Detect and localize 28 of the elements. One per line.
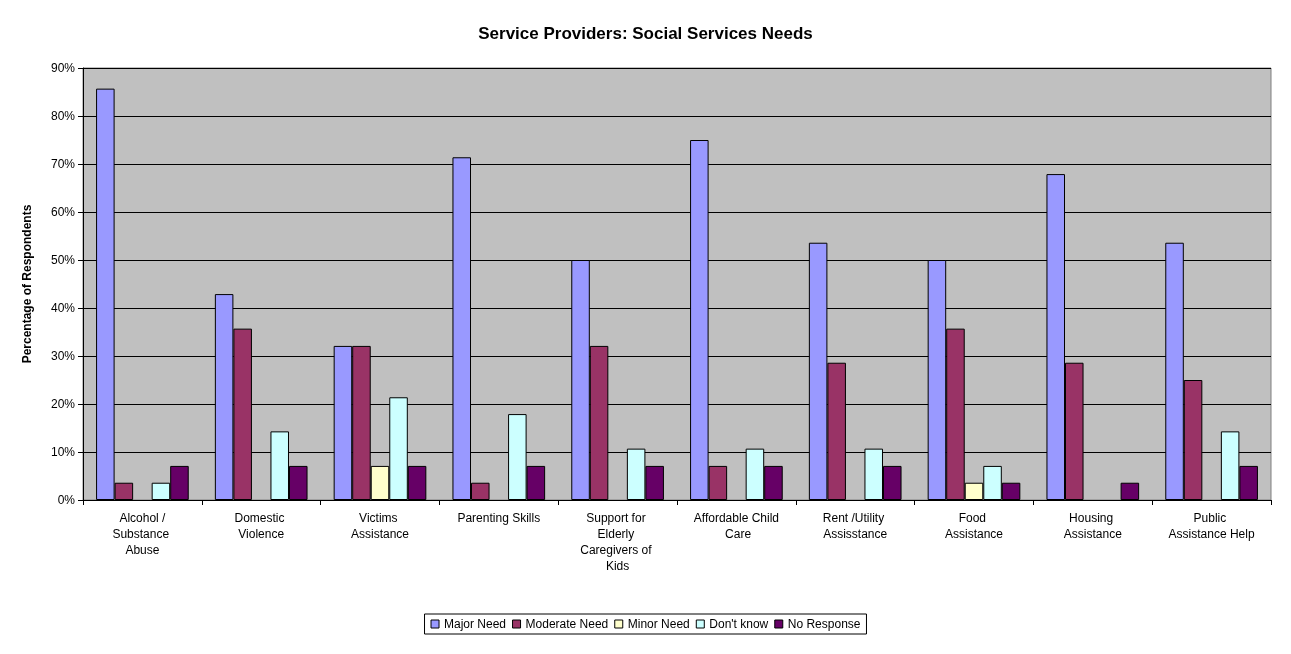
x-tick-label: Victims Assistance (350, 511, 410, 541)
legend-label: Minor Need (627, 617, 690, 631)
legend-label: No Response (787, 617, 861, 631)
legend-label: Moderate Need (525, 617, 609, 631)
y-tick-label: 40% (50, 301, 76, 315)
legend-label: Major Need (444, 617, 507, 631)
legend-label: Don't know (709, 617, 769, 631)
y-tick-label: 10% (50, 445, 76, 459)
bar (1120, 482, 1140, 500)
y-tick-label: 50% (50, 253, 76, 267)
x-tick-label: Housing Assistance (1063, 511, 1123, 541)
x-tick-label: Public Assistance Help (1168, 511, 1255, 541)
x-tick-label: Parenting Skills (457, 511, 541, 525)
x-tick-label: Alcohol /Substance Abuse (112, 511, 173, 557)
y-tick-label: 0% (57, 493, 76, 507)
y-tick-label: 70% (50, 157, 76, 171)
x-tick-label: Support for Elderly Caregivers of Kids (580, 511, 655, 573)
x-tick-label: Food Assistance (944, 511, 1004, 541)
chart-title: Service Providers: Social Services Needs (478, 24, 813, 43)
y-tick-label: 30% (50, 349, 76, 363)
x-tick-label: Rent /Utility Assisstance (822, 511, 888, 541)
y-tick-label: 60% (50, 205, 76, 219)
x-tick-label: Affordable Child Care (693, 511, 779, 541)
y-axis-title: Percentage of Respondents (20, 204, 34, 364)
y-tick-label: 80% (50, 109, 76, 123)
x-tick-label: Domestic Violence (234, 511, 288, 541)
y-tick-label: 20% (50, 397, 76, 411)
y-tick-label: 90% (50, 61, 76, 75)
